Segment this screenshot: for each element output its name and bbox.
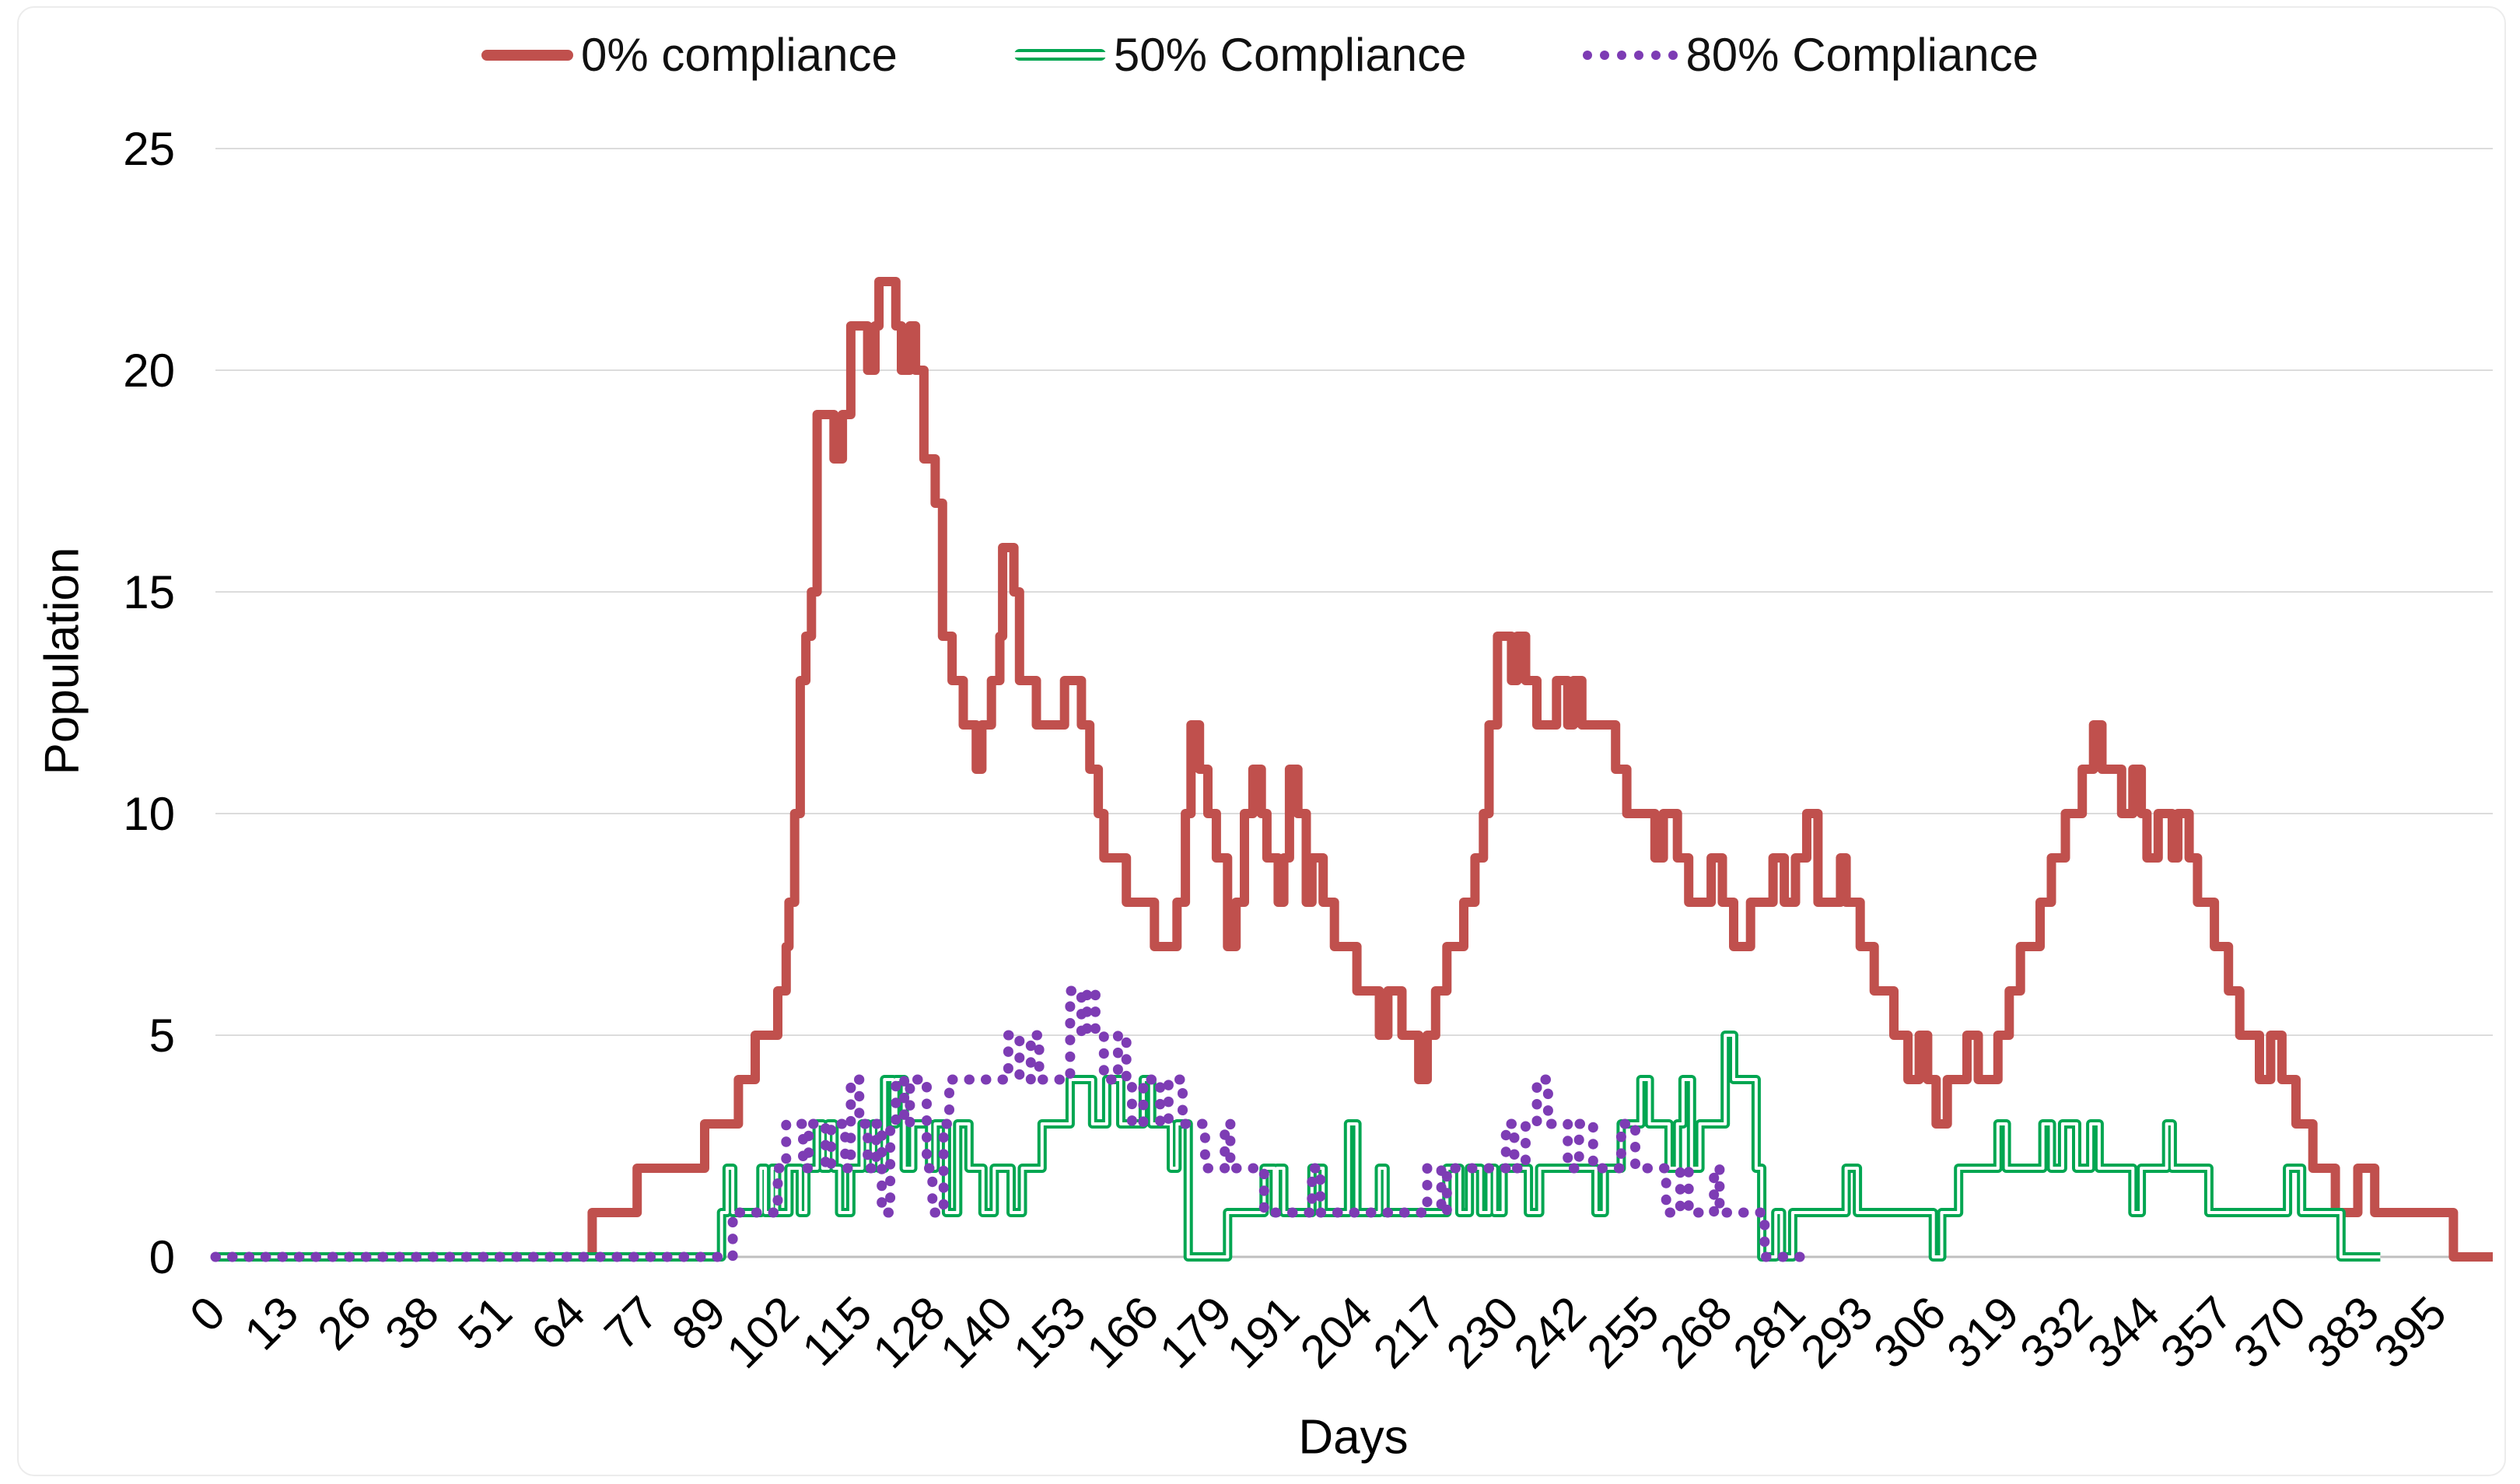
legend: 0% compliance 50% Compliance 80% Complia… bbox=[0, 28, 2520, 82]
x-tick-label: 204 bbox=[1290, 1286, 1382, 1378]
x-tick-label: 115 bbox=[793, 1286, 882, 1376]
x-tick-label: 140 bbox=[930, 1286, 1022, 1378]
x-tick-label: 255 bbox=[1577, 1286, 1669, 1378]
legend-label-0pct: 0% compliance bbox=[580, 29, 898, 81]
legend-item-0pct: 0% compliance bbox=[481, 28, 898, 82]
x-tick-label: 319 bbox=[1937, 1286, 2028, 1378]
y-tick-label: 0 bbox=[149, 1231, 175, 1283]
x-tick-label: 395 bbox=[2364, 1286, 2456, 1378]
series-line-80-compliance bbox=[210, 985, 1812, 1262]
legend-item-80pct: 80% Compliance bbox=[1583, 28, 2039, 82]
x-tick-label: 13 bbox=[235, 1286, 309, 1360]
x-tick-label: 268 bbox=[1650, 1286, 1742, 1378]
legend-label-80pct: 80% Compliance bbox=[1685, 29, 2039, 81]
x-axis-title: Days bbox=[1298, 1410, 1409, 1465]
legend-swatch-dotted-line-icon bbox=[1583, 49, 1678, 61]
legend-item-50pct: 50% Compliance bbox=[1013, 28, 1467, 82]
y-tick-label: 20 bbox=[123, 345, 175, 397]
x-tick-label: 344 bbox=[2077, 1286, 2169, 1378]
legend-swatch-solid-line-icon bbox=[481, 49, 573, 61]
x-tick-label: 77 bbox=[594, 1286, 668, 1360]
x-tick-label: 217 bbox=[1363, 1286, 1455, 1378]
x-tick-label: 51 bbox=[448, 1286, 522, 1360]
x-tick-label: 0 bbox=[180, 1286, 235, 1342]
x-tick-label: 370 bbox=[2224, 1286, 2315, 1378]
x-tick-label: 293 bbox=[1790, 1286, 1882, 1378]
x-tick-label: 166 bbox=[1076, 1286, 1168, 1378]
x-tick-label: 26 bbox=[308, 1286, 382, 1360]
x-tick-label: 102 bbox=[716, 1286, 808, 1378]
x-tick-label: 38 bbox=[375, 1286, 449, 1360]
x-tick-label: 306 bbox=[1864, 1286, 1955, 1378]
x-tick-label: 357 bbox=[2151, 1286, 2242, 1378]
x-tick-label: 242 bbox=[1504, 1286, 1596, 1378]
y-tick-label: 5 bbox=[149, 1010, 175, 1062]
legend-label-50pct: 50% Compliance bbox=[1113, 29, 1467, 81]
y-tick-label: 15 bbox=[123, 566, 175, 618]
series-line-50-compliance bbox=[215, 1031, 2381, 1262]
x-tick-label: 153 bbox=[1003, 1286, 1095, 1378]
y-tick-label: 10 bbox=[123, 788, 175, 840]
series-line-0-compliance bbox=[215, 277, 2493, 1262]
x-tick-label: 191 bbox=[1217, 1286, 1309, 1378]
y-tick-label: 25 bbox=[123, 123, 175, 175]
x-tick-label: 64 bbox=[521, 1286, 595, 1360]
y-axis-title: Population bbox=[35, 547, 89, 775]
legend-swatch-double-line-icon bbox=[1013, 49, 1106, 61]
